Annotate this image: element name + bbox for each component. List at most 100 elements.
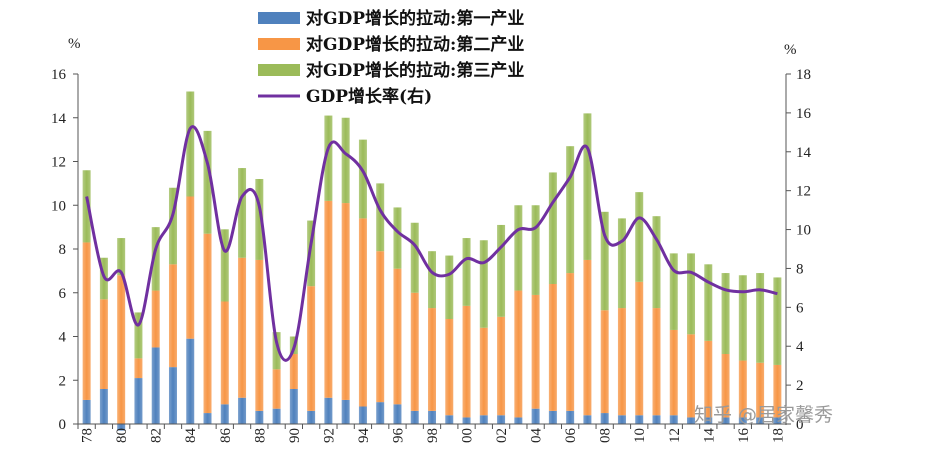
x-tick-label-02: 02 — [494, 428, 510, 443]
x-tick-label-98: 98 — [425, 428, 441, 443]
bar-series3-1980 — [117, 238, 126, 276]
right-tick-label-12: 12 — [796, 184, 811, 200]
left-tick-label-10: 10 — [51, 198, 66, 214]
bar-series1-1994 — [358, 406, 367, 424]
left-tick-label-6: 6 — [59, 286, 67, 302]
x-tick-label-14: 14 — [701, 428, 717, 444]
bar-series2-2009 — [617, 308, 626, 416]
x-tick-label-18: 18 — [770, 428, 786, 443]
bar-series2-2006 — [566, 273, 575, 411]
bar-series3-2012 — [669, 253, 678, 330]
left-tick-label-4: 4 — [59, 330, 67, 346]
legend-label-1: 对GDP增长的拉动:第一产业 — [306, 8, 524, 29]
bar-series2-1985 — [203, 233, 212, 414]
bar-series2-1986 — [220, 301, 229, 405]
bar-series1-1986 — [220, 404, 229, 424]
bar-series3-1981 — [134, 312, 143, 359]
bar-series3-1999 — [445, 255, 454, 319]
bar-series2-2018 — [773, 364, 782, 418]
bar-series2-1995 — [376, 251, 385, 403]
right-tick-label-18: 18 — [796, 67, 811, 83]
x-tick-label-16: 16 — [736, 428, 752, 444]
bar-series1-2016 — [738, 417, 747, 424]
bar-series3-1993 — [341, 117, 350, 204]
bar-series3-2000 — [462, 238, 471, 306]
bar-series2-1982 — [151, 290, 160, 348]
bar-series1-1985 — [203, 413, 212, 424]
x-tick-label-92: 92 — [321, 428, 337, 443]
right-axis-unit-label: % — [784, 42, 797, 58]
right-tick-label-10: 10 — [796, 223, 811, 239]
bar-series2-2015 — [721, 354, 730, 418]
bar-series2-2013 — [687, 334, 696, 418]
x-tick-label-12: 12 — [667, 428, 683, 443]
bar-series3-2006 — [566, 146, 575, 274]
bar-series2-2001 — [479, 327, 488, 416]
bar-series2-1980 — [117, 275, 126, 424]
bar-series2-1992 — [324, 200, 333, 398]
bar-series3-1986 — [220, 229, 229, 302]
gdp-growth-line — [85, 125, 778, 362]
bar-series2-1987 — [238, 257, 247, 398]
bar-series1-1990 — [289, 389, 298, 424]
bar-series3-1992 — [324, 115, 333, 201]
right-tick-label-14: 14 — [796, 145, 812, 161]
bar-series3-2014 — [704, 264, 713, 341]
left-tick-label-12: 12 — [51, 155, 66, 171]
bar-series2-2007 — [583, 259, 592, 416]
bar-series2-2008 — [600, 310, 609, 414]
bar-series2-1981 — [134, 358, 143, 379]
right-tick-label-4: 4 — [796, 339, 804, 355]
bar-series1-2018 — [773, 417, 782, 424]
bar-series1-1995 — [376, 402, 385, 425]
bar-series3-1985 — [203, 130, 212, 234]
x-tick-label-94: 94 — [356, 428, 372, 444]
bar-series1-1981 — [134, 378, 143, 424]
bar-series1-1992 — [324, 397, 333, 424]
x-tick-label-00: 00 — [460, 428, 476, 443]
bar-series2-2003 — [514, 290, 523, 418]
bar-series1-2015 — [721, 417, 730, 424]
bar-series1-2001 — [479, 415, 488, 424]
right-tick-label-2: 2 — [796, 378, 804, 394]
bar-series1-2012 — [669, 415, 678, 424]
bar-series3-1978 — [82, 170, 91, 243]
bar-series2-1999 — [445, 319, 454, 416]
right-tick-label-16: 16 — [796, 106, 812, 122]
left-tick-label-8: 8 — [59, 242, 67, 258]
bar-series1-2000 — [462, 417, 471, 424]
bar-series2-2002 — [497, 316, 506, 416]
x-tick-label-82: 82 — [149, 428, 165, 443]
bar-series1-2010 — [635, 415, 644, 424]
left-tick-label-14: 14 — [51, 111, 67, 127]
bar-series1-1979 — [99, 389, 108, 424]
bar-series3-2011 — [652, 216, 661, 309]
bar-series3-2016 — [738, 275, 747, 361]
left-tick-label-16: 16 — [51, 67, 67, 83]
bar-series1-2009 — [617, 415, 626, 424]
bar-series2-1996 — [393, 268, 402, 405]
bar-series2-2005 — [548, 284, 557, 411]
bar-series2-1990 — [289, 354, 298, 389]
x-tick-label-90: 90 — [287, 428, 303, 443]
bar-series1-2017 — [756, 417, 765, 424]
bar-series1-1982 — [151, 347, 160, 424]
bar-series3-1984 — [186, 91, 195, 197]
bar-series3-1983 — [168, 187, 177, 265]
bar-series1-1998 — [428, 410, 436, 425]
x-tick-label-04: 04 — [529, 428, 545, 444]
bar-series2-2000 — [462, 305, 471, 418]
legend-label-2: 对GDP增长的拉动:第二产业 — [306, 34, 524, 55]
bar-series2-2011 — [652, 308, 661, 416]
bar-series1-2006 — [566, 410, 575, 425]
x-tick-label-86: 86 — [218, 428, 234, 444]
right-tick-label-0: 0 — [796, 417, 804, 433]
bar-series3-1994 — [358, 139, 367, 219]
bar-series2-1997 — [410, 292, 419, 411]
bar-series2-1979 — [99, 299, 108, 389]
bar-series1-2013 — [687, 417, 696, 424]
right-tick-label-8: 8 — [796, 261, 804, 277]
bar-series3-2018 — [773, 277, 782, 365]
bar-series2-1984 — [186, 196, 195, 339]
x-tick-label-84: 84 — [183, 428, 199, 444]
